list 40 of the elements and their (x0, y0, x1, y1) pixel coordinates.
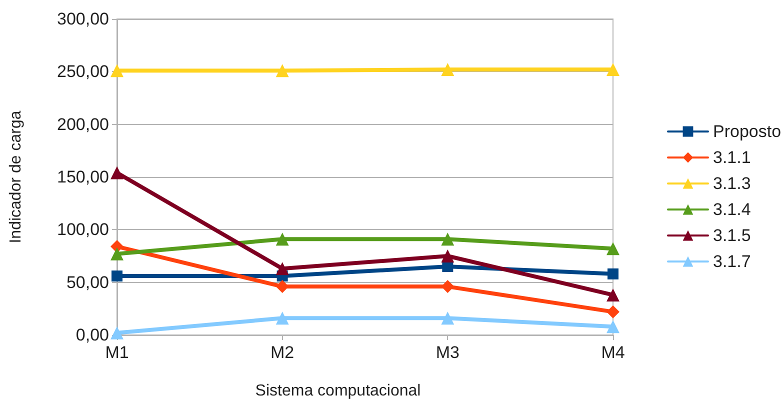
point (606, 242, 620, 256)
y-tick-label: 0,00 (76, 326, 109, 344)
y-tick-label: 100,00 (57, 220, 109, 240)
point (441, 63, 454, 76)
point (606, 63, 620, 76)
legend-label: Proposto (713, 122, 781, 141)
legend-label: 3.1.4 (713, 200, 751, 219)
x-tick-label: M4 (601, 343, 625, 362)
point (606, 288, 620, 302)
y-tick-label: 200,00 (57, 114, 109, 134)
y-tick-label: 250,00 (57, 62, 109, 82)
legend-label: 3.1.1 (713, 148, 751, 167)
point (276, 262, 289, 276)
point (606, 305, 620, 318)
x-tick-label: M1 (105, 343, 129, 362)
point (110, 247, 124, 260)
x-axis-title: Sistema computacional (255, 382, 421, 400)
y-axis-title: Indicador de carga (8, 110, 24, 244)
point (110, 64, 124, 78)
legend-label: 3.1.7 (713, 252, 751, 271)
point (110, 166, 124, 180)
point (441, 312, 454, 325)
point (276, 280, 289, 294)
point (276, 312, 289, 325)
point (441, 250, 454, 262)
x-tick-label: M2 (270, 343, 294, 362)
point (608, 268, 618, 280)
point (112, 270, 122, 282)
point (276, 232, 289, 246)
legend-label: 3.1.3 (713, 174, 751, 193)
point (276, 64, 289, 78)
legend-label: 3.1.5 (713, 226, 751, 245)
point (110, 326, 124, 340)
point (441, 232, 454, 246)
y-tick-label: 300,00 (57, 10, 109, 28)
x-tick-label: M3 (436, 343, 460, 362)
y-tick-label: 150,00 (57, 168, 109, 186)
point (441, 280, 454, 294)
y-tick-label: 50,00 (66, 272, 109, 292)
point (606, 320, 620, 334)
